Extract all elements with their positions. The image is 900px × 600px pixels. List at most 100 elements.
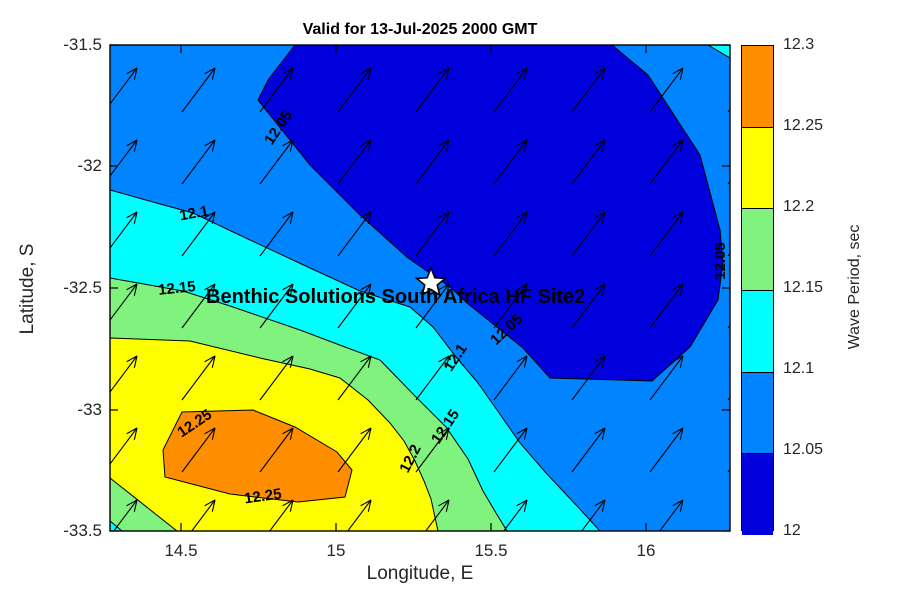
quiver-arrow (337, 139, 372, 185)
quiver-arrow (110, 283, 138, 321)
contour-label: 12.25 (243, 485, 283, 507)
quiver-arrow (110, 139, 138, 177)
quiver-arrow (727, 180, 730, 185)
quiver-arrow (259, 355, 294, 401)
quiver-arrow (425, 499, 450, 531)
y-tick-label: -33.5 (63, 521, 102, 540)
y-tick-label: -32 (77, 156, 102, 175)
quiver-arrow (571, 283, 606, 329)
colorbar-tick-label: 12.05 (783, 441, 824, 458)
x-tick-label: 15.5 (474, 541, 508, 560)
quiver-arrow (110, 67, 138, 105)
quiver-arrow (259, 67, 294, 113)
colorbar-segment (742, 126, 773, 209)
quiver-arrow (727, 252, 730, 257)
quiver-arrow (259, 427, 294, 473)
quiver-arrow (571, 427, 606, 473)
colorbar-segment (742, 453, 773, 535)
colorbar-tick-label: 12.15 (783, 279, 824, 296)
quiver-arrow (649, 211, 684, 257)
quiver-arrow (337, 355, 372, 401)
quiver-arrow (571, 211, 606, 257)
contour-region-12.1-12.15 (707, 45, 730, 59)
quiver-arrow (493, 427, 528, 473)
contour-region-12.25-12.3 (162, 409, 353, 503)
colorbar-tick-label: 12.3 (783, 36, 815, 53)
quiver-arrow (347, 499, 372, 531)
site-label: Benthic Solutions South Africa HF Site2 (206, 286, 585, 308)
quiver-arrow (649, 283, 684, 329)
colorbar-tick-label: 12.2 (783, 198, 815, 215)
quiver-arrow (493, 211, 528, 257)
contour-label: 12.05 (712, 242, 729, 280)
colorbar-tick-label: 12.1 (783, 360, 815, 377)
colorbar (741, 45, 774, 535)
colorbar-segment (742, 289, 773, 372)
quiver-arrow (181, 283, 216, 329)
tick-marks (110, 44, 730, 532)
contour-region-12-12.05 (257, 45, 724, 382)
y-tick-label: -31.5 (63, 35, 102, 54)
quiver-arrow (181, 211, 216, 257)
quiver-arrow (649, 139, 684, 185)
quiver-arrow (727, 108, 730, 113)
colorbar-segment (742, 371, 773, 454)
quiver-arrow (415, 355, 450, 401)
contour-region-12.15-12.2 (110, 477, 178, 531)
quiver-arrow (110, 211, 138, 249)
quiver-arrow (571, 139, 606, 185)
quiver-arrow (259, 211, 294, 257)
colorbar-segment (742, 208, 773, 290)
x-tick-label: 16 (636, 541, 656, 560)
colorbar-segment (742, 46, 773, 127)
quiver-arrow (649, 355, 684, 401)
quiver-arrow (181, 355, 216, 401)
quiver-arrow (571, 67, 606, 113)
colorbar-tick-label: 12 (783, 522, 801, 539)
contour-region-12.1-12.15 (110, 520, 123, 531)
quiver-arrow (493, 139, 528, 185)
quiver-arrow (493, 67, 528, 113)
quiver-arrow (727, 468, 730, 473)
quiver-arrow (337, 283, 372, 329)
plot-title: Valid for 13-Jul-2025 2000 GMT (302, 21, 538, 38)
quiver-arrow (181, 139, 216, 185)
plot-area: 12.0512.112.1512.0512.0512.112.1512.212.… (110, 45, 761, 544)
quiver-arrow (649, 427, 684, 473)
y-tick-label: -33 (77, 400, 102, 419)
quiver-arrow (269, 499, 294, 531)
colorbar-tick-label: 12.25 (783, 117, 824, 134)
quiver-arrow (728, 500, 761, 544)
x-axis-label: Longitude, E (366, 563, 474, 584)
quiver-arrow (493, 283, 528, 329)
quiver-arrow (659, 499, 684, 531)
quiver-arrow (181, 427, 216, 473)
quiver-arrow (337, 67, 372, 113)
quiver-arrow (181, 67, 216, 113)
quiver-arrow (259, 139, 294, 185)
quiver-arrow (191, 499, 216, 531)
quiver-arrow (110, 427, 138, 465)
x-tick-label: 15 (326, 541, 346, 560)
quiver-arrow (727, 324, 730, 329)
quiver-arrow (337, 211, 372, 257)
quiver-arrow (415, 211, 450, 257)
quiver-arrow (110, 355, 138, 393)
quiver-arrow (415, 283, 450, 329)
contour-label: 12.1 (178, 203, 210, 225)
site-marker-star (414, 265, 448, 297)
quiver-arrow (503, 499, 528, 531)
quiver-arrow (493, 355, 528, 401)
quiver-arrow (113, 499, 138, 531)
quiver-arrow (259, 283, 294, 329)
quiver-arrow (649, 67, 684, 113)
contour-label: 12.15 (157, 278, 196, 299)
quiver-arrow (337, 427, 372, 473)
quiver-arrow (581, 499, 606, 531)
quiver-arrow (415, 139, 450, 185)
quiver-arrow (415, 67, 450, 113)
quiver-arrow (571, 355, 606, 401)
quiver-arrow (415, 427, 450, 473)
